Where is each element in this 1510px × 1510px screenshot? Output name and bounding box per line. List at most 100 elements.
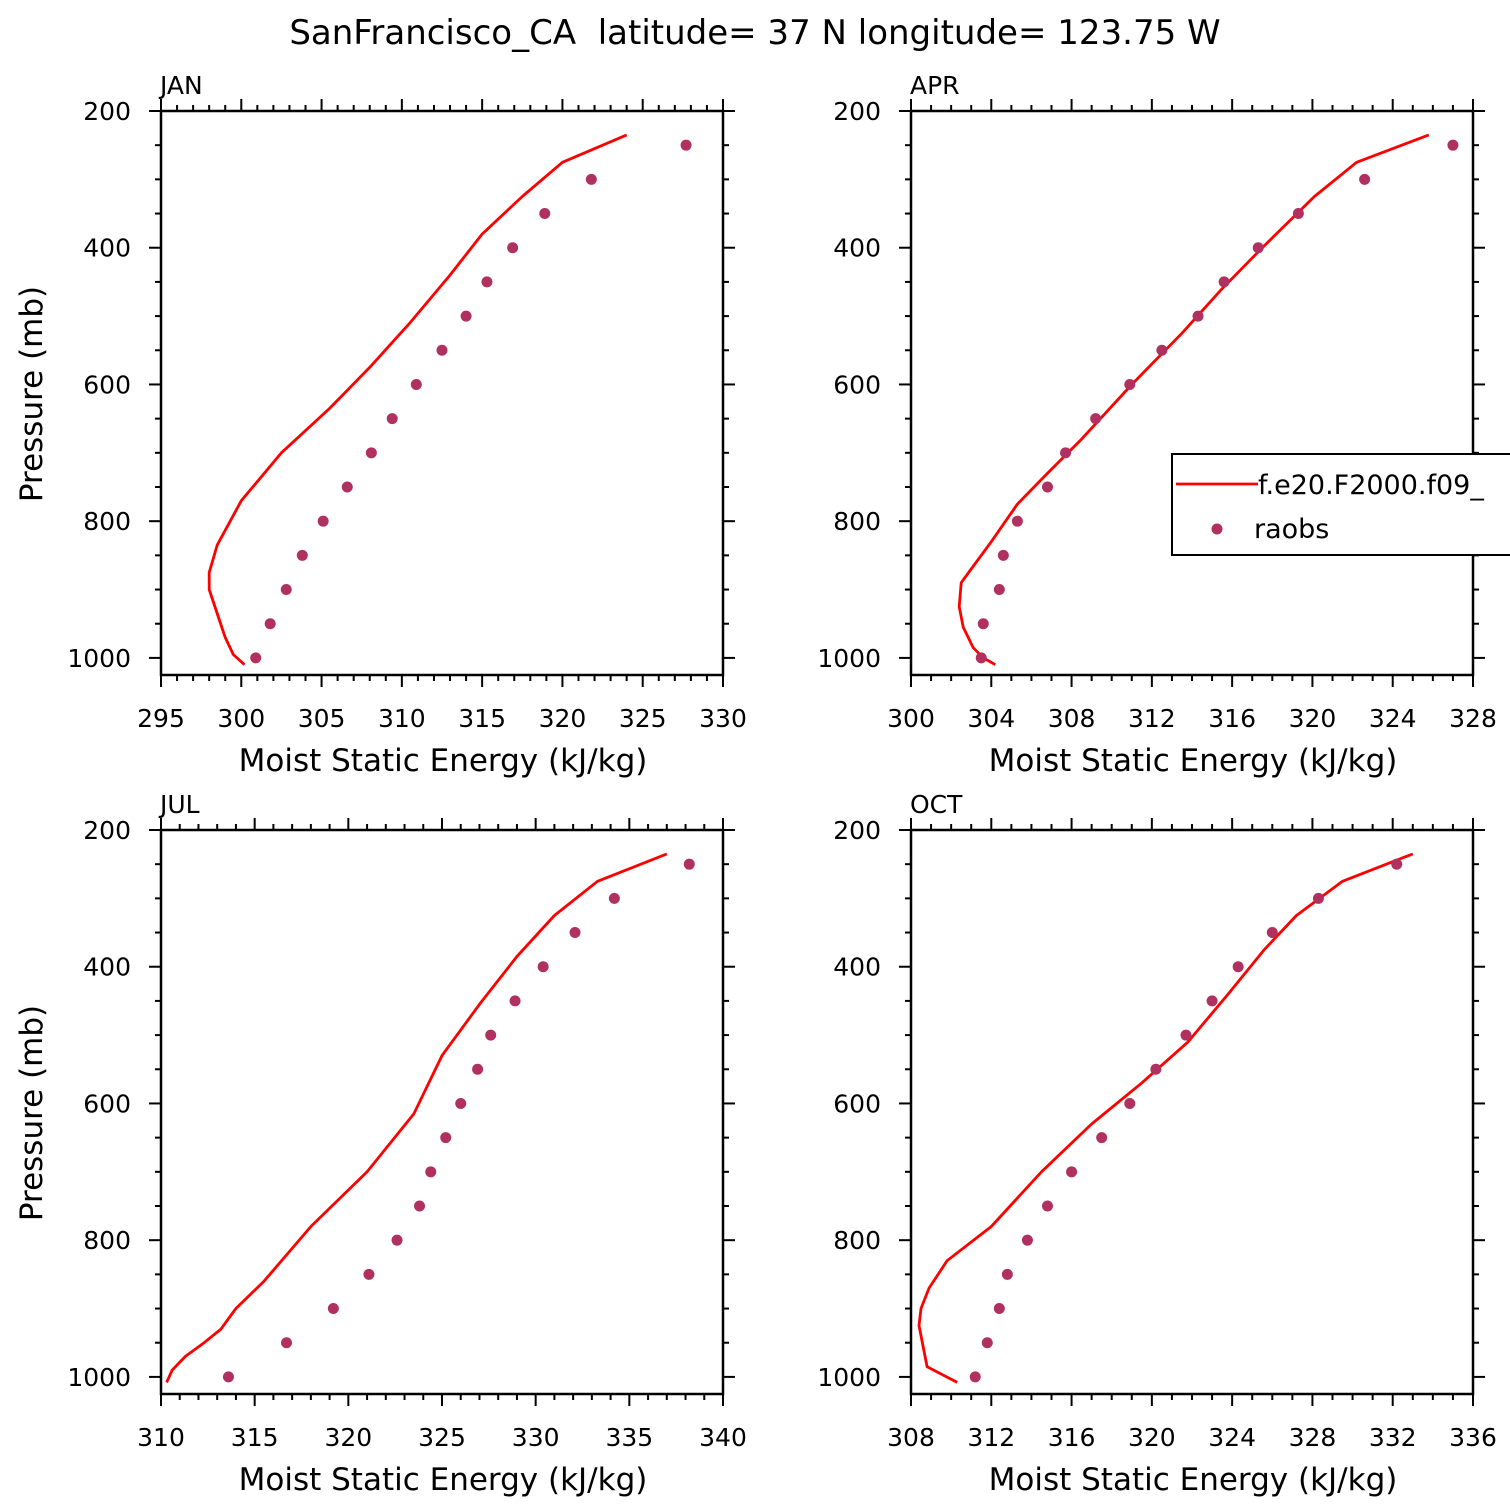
y-tick-label: 800 [833, 507, 881, 536]
raobs-point [1021, 1234, 1033, 1246]
raobs-point [363, 1268, 375, 1280]
raobs-point [317, 515, 329, 527]
y-axis-label: Pressure (mb) [14, 286, 50, 502]
x-tick-label: 300 [217, 704, 265, 733]
x-tick-label: 310 [137, 1423, 185, 1452]
x-tick-label: 336 [1449, 1423, 1497, 1452]
y-tick-label: 600 [833, 370, 881, 399]
x-tick-label: 316 [1048, 1423, 1096, 1452]
raobs-point [1041, 1200, 1053, 1212]
panel-jan: 295 300 305 310 315 320 325 330 200 400 600 800 1000… [14, 71, 747, 779]
y-tick-label: 200 [83, 816, 131, 845]
y-tick-label: 200 [83, 97, 131, 126]
x-tick-label: 320 [324, 1423, 372, 1452]
panels: 295 300 305 310 315 320 325 330 200 400 600 800 1000… [14, 71, 1497, 1498]
legend: f.e20.F2000.f09_raobs [1171, 453, 1510, 556]
x-tick-label: 304 [967, 704, 1015, 733]
x-tick-label: 295 [137, 704, 185, 733]
raobs-point [436, 344, 448, 356]
x-axis-label: Moist Static Energy (kJ/kg) [989, 743, 1398, 779]
raobs-point [1292, 208, 1304, 220]
raobs-point [1447, 139, 1459, 151]
y-axis-label: Pressure (mb) [14, 1005, 50, 1221]
raobs-point [410, 378, 422, 390]
legend-obs-marker [1211, 523, 1223, 535]
x-tick-label: 300 [887, 704, 935, 733]
y-tick-label: 1000 [67, 1363, 131, 1392]
x-tick-label: 315 [231, 1423, 279, 1452]
raobs-point [683, 858, 695, 870]
raobs-point [264, 618, 276, 630]
x-tick-label: 308 [1048, 704, 1096, 733]
raobs-point [1090, 413, 1102, 425]
raobs-point [1001, 1268, 1013, 1280]
raobs-point [1156, 344, 1168, 356]
raobs-point [481, 276, 493, 288]
y-tick-label: 800 [83, 1226, 131, 1255]
raobs-point [1180, 1029, 1192, 1041]
x-tick-label: 310 [378, 704, 426, 733]
x-tick-label: 312 [1128, 704, 1176, 733]
raobs-point [1011, 515, 1023, 527]
x-tick-label: 324 [1208, 1423, 1256, 1452]
model-series-line [917, 852, 1414, 1384]
raobs-point [281, 1337, 293, 1349]
raobs-point [280, 584, 292, 596]
x-tick-label: 320 [1128, 1423, 1176, 1452]
y-tick-label: 200 [833, 816, 881, 845]
y-tick-label: 600 [83, 1089, 131, 1118]
x-tick-label: 332 [1369, 1423, 1417, 1452]
x-tick-label: 315 [458, 704, 506, 733]
y-tick-label: 1000 [67, 644, 131, 673]
raobs-point [507, 242, 519, 254]
panel-oct: 308 312 316 320 324 328 332 336 200 400 600 800 1000… [817, 790, 1496, 1498]
raobs-point [391, 1234, 403, 1246]
y-tick-label: 800 [833, 1226, 881, 1255]
y-tick-label: 600 [833, 1089, 881, 1118]
x-tick-label: 330 [512, 1423, 560, 1452]
x-tick-label: 305 [298, 704, 346, 733]
y-tick-label: 1000 [817, 1363, 881, 1392]
panel-label: OCT [910, 790, 963, 819]
raobs-point [1124, 1097, 1136, 1109]
raobs-point [539, 208, 551, 220]
panel-label: JAN [158, 71, 203, 100]
raobs-point [997, 549, 1009, 561]
legend-box [1171, 453, 1510, 556]
x-axis-label: Moist Static Energy (kJ/kg) [239, 1462, 648, 1498]
raobs-point [969, 1371, 981, 1383]
x-tick-label: 312 [967, 1423, 1015, 1452]
raobs-point [537, 961, 549, 973]
plot-frame [159, 828, 725, 1396]
y-tick-label: 1000 [817, 644, 881, 673]
raobs-point [680, 139, 692, 151]
x-tick-label: 325 [418, 1423, 466, 1452]
raobs-point [1124, 378, 1136, 390]
x-axis-label: Moist Static Energy (kJ/kg) [239, 743, 648, 779]
raobs-point [425, 1166, 437, 1178]
y-tick-label: 400 [833, 234, 881, 263]
panel-jul: 310 315 320 325 330 335 340 200 400 600 800 1000 JUL… [14, 790, 747, 1498]
raobs-point [1192, 310, 1204, 322]
x-tick-label: 328 [1289, 1423, 1337, 1452]
raobs-point [1252, 242, 1264, 254]
model-series-line [207, 133, 628, 666]
raobs-point [455, 1097, 467, 1109]
raobs-point [608, 892, 620, 904]
raobs-point [460, 310, 472, 322]
x-tick-label: 316 [1208, 704, 1256, 733]
raobs-point [250, 652, 262, 664]
y-tick-label: 400 [83, 953, 131, 982]
raobs-point [485, 1029, 497, 1041]
x-tick-label: 320 [539, 704, 587, 733]
panel-label: JUL [158, 790, 200, 819]
panel-label: APR [910, 71, 960, 100]
raobs-point [1266, 927, 1278, 939]
raobs-point [341, 481, 353, 493]
x-tick-label: 330 [699, 704, 747, 733]
raobs-point [1312, 892, 1324, 904]
raobs-point [993, 584, 1005, 596]
y-tick-label: 800 [83, 507, 131, 536]
x-tick-label: 340 [699, 1423, 747, 1452]
x-tick-label: 335 [605, 1423, 653, 1452]
